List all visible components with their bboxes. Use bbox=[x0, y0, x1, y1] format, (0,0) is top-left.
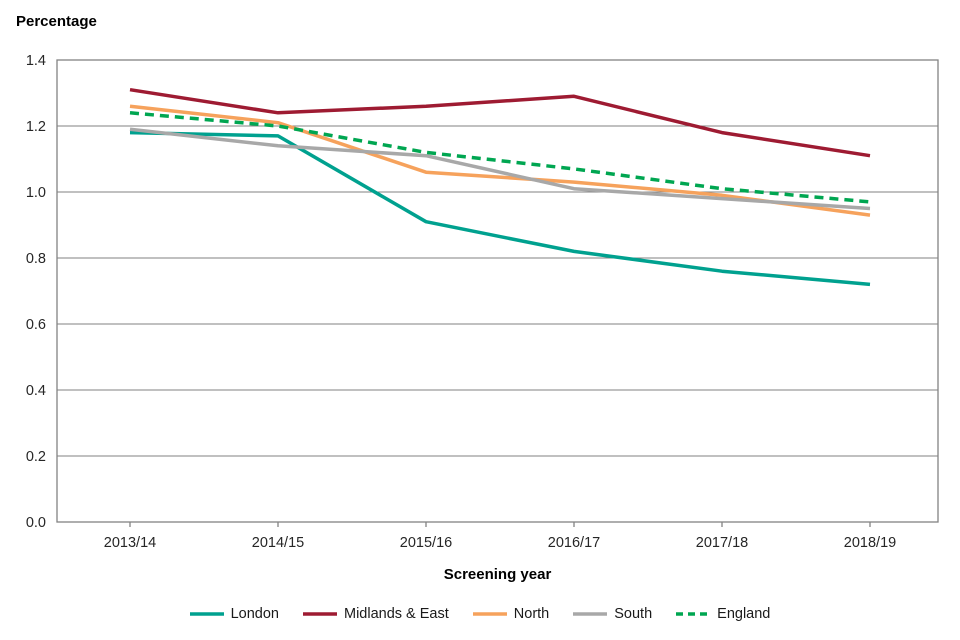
series-line-england bbox=[129, 111, 871, 204]
x-axis-title: Screening year bbox=[443, 566, 552, 583]
x-tick-label: 2018/19 bbox=[844, 535, 896, 551]
legend-item-london: London bbox=[189, 606, 279, 622]
legend-line-swatch-midlands-east bbox=[303, 612, 337, 616]
legend-line-swatch-north bbox=[472, 612, 507, 616]
x-tick-label: 2013/14 bbox=[104, 535, 156, 551]
legend-item-north: North bbox=[472, 606, 550, 622]
series-line-london bbox=[129, 130, 871, 287]
legend-label-london: London bbox=[230, 606, 279, 622]
y-tick-label: 0.2 bbox=[26, 449, 46, 465]
legend-line-swatch-south bbox=[573, 612, 608, 616]
x-tick-label: 2017/18 bbox=[696, 535, 748, 551]
y-tick-label: 1.4 bbox=[26, 53, 46, 69]
y-tick-label: 0.0 bbox=[26, 515, 46, 531]
y-tick-label: 0.8 bbox=[26, 251, 46, 267]
x-tick-label: 2015/16 bbox=[400, 535, 452, 551]
legend-line-swatch-england bbox=[676, 612, 711, 616]
legend-label-midlands-east: Midlands & East bbox=[344, 606, 449, 622]
legend-item-england: England bbox=[676, 606, 770, 622]
series-line-midlands-east bbox=[129, 87, 871, 158]
y-tick-label: 0.6 bbox=[26, 317, 46, 333]
series-line-south bbox=[129, 127, 871, 211]
legend-item-south: South bbox=[573, 606, 652, 622]
plot-border bbox=[56, 59, 939, 523]
x-tick-label: 2016/17 bbox=[548, 535, 600, 551]
x-tick-label: 2014/15 bbox=[252, 535, 304, 551]
chart-title: Percentage bbox=[16, 13, 97, 30]
legend-label-england: England bbox=[717, 606, 771, 622]
legend-line-swatch-london bbox=[189, 612, 224, 616]
legend-label-south: South bbox=[614, 606, 653, 622]
legend-item-midlands-east: Midlands & East bbox=[303, 606, 449, 622]
legend: London Midlands & East North South England bbox=[0, 606, 960, 622]
legend-label-north: North bbox=[513, 606, 550, 622]
y-tick-label: 1.0 bbox=[26, 185, 46, 201]
y-tick-label: 0.4 bbox=[26, 383, 46, 399]
y-tick-label: 1.2 bbox=[26, 119, 46, 135]
